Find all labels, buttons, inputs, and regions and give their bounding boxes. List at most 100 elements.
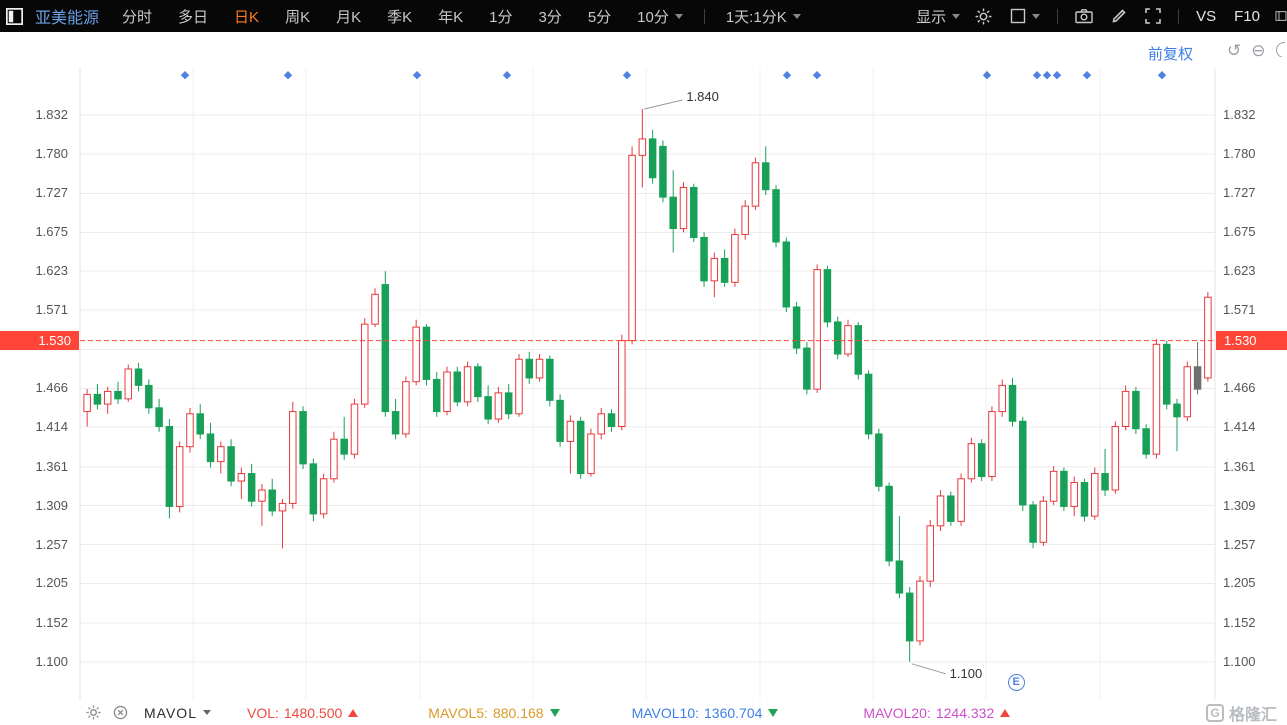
candle bbox=[607, 409, 616, 432]
toolbar-divider bbox=[1178, 8, 1180, 24]
indicator-selector[interactable]: MAVOL bbox=[144, 705, 211, 721]
event-diamond-icon[interactable] bbox=[180, 71, 190, 80]
candle bbox=[93, 383, 102, 410]
tab-yearly-k[interactable]: 年K bbox=[438, 8, 464, 26]
axis-label-right: 1.152 bbox=[1223, 614, 1256, 630]
candle bbox=[844, 319, 852, 358]
clipped-tool-icon[interactable] bbox=[1275, 8, 1287, 24]
candle bbox=[175, 441, 184, 513]
candlestick-chart[interactable]: 1.832 1.780 1.727 1.675 1.623 1.571 1.466 1.414… bbox=[0, 32, 1287, 700]
candle bbox=[402, 376, 410, 438]
candle bbox=[319, 473, 328, 519]
event-diamond-icon[interactable] bbox=[1052, 71, 1062, 80]
candle bbox=[504, 383, 513, 420]
candle bbox=[515, 354, 523, 417]
axis-label-right: 1.414 bbox=[1223, 419, 1256, 435]
indicator-settings-icon[interactable] bbox=[86, 705, 101, 720]
candle bbox=[1008, 377, 1017, 427]
settings-gear-icon[interactable] bbox=[975, 8, 992, 25]
period-tab-strip: 分时 多日 日K 周K 月K 季K 年K 1分 3分 5分 10分 bbox=[109, 6, 696, 27]
display-menu[interactable]: 显示 bbox=[916, 6, 961, 27]
candle bbox=[885, 482, 893, 567]
event-diamond-icon[interactable] bbox=[412, 71, 422, 80]
clipped-circle-icon[interactable] bbox=[1276, 41, 1285, 57]
candle bbox=[628, 146, 636, 345]
candle bbox=[371, 288, 379, 328]
axis-label-left: 1.309 bbox=[35, 497, 68, 513]
event-diamond-icon[interactable] bbox=[1042, 71, 1052, 80]
undo-icon[interactable]: ↺ bbox=[1227, 41, 1242, 60]
candle bbox=[381, 271, 390, 417]
tab-3min[interactable]: 3分 bbox=[538, 8, 562, 26]
current-price-badge-left: 1.530 bbox=[0, 330, 79, 350]
candle bbox=[638, 109, 647, 188]
draw-pencil-icon[interactable] bbox=[1111, 8, 1127, 24]
tab-10min[interactable]: 10分 bbox=[637, 6, 683, 27]
indicator-close-icon[interactable] bbox=[113, 705, 128, 720]
stock-name[interactable]: 亚美能源 bbox=[35, 10, 100, 27]
tab-weekly-k[interactable]: 周K bbox=[285, 8, 311, 26]
camera-icon[interactable] bbox=[1075, 8, 1093, 24]
axis-label-left: 1.832 bbox=[35, 107, 68, 122]
chevron-down-icon bbox=[952, 13, 961, 19]
candle bbox=[1070, 476, 1078, 517]
event-diamond-icon[interactable] bbox=[1082, 71, 1092, 80]
candle bbox=[494, 386, 503, 423]
candle bbox=[340, 416, 348, 461]
candle bbox=[412, 319, 420, 386]
candle bbox=[299, 406, 307, 470]
candle bbox=[597, 407, 605, 440]
candle bbox=[977, 439, 986, 482]
fullscreen-icon[interactable] bbox=[1145, 8, 1161, 24]
axis-label-right: 1.205 bbox=[1223, 575, 1256, 591]
axis-label-right: 1.361 bbox=[1223, 458, 1256, 474]
tab-daily-k[interactable]: 日K bbox=[234, 8, 260, 26]
tab-quarterly-k[interactable]: 季K bbox=[387, 8, 413, 26]
candle bbox=[679, 182, 688, 233]
chart-style-selector[interactable] bbox=[1010, 8, 1041, 24]
candle bbox=[535, 354, 544, 382]
axis-label-right: 1.571 bbox=[1223, 301, 1256, 317]
mavol20-label: MAVOL20: bbox=[863, 704, 931, 721]
event-diamond-icon[interactable] bbox=[812, 71, 822, 80]
candle bbox=[792, 301, 801, 355]
candle bbox=[720, 249, 729, 287]
event-diamond-icon[interactable] bbox=[622, 71, 632, 80]
tab-5min[interactable]: 5分 bbox=[587, 8, 612, 26]
candle bbox=[700, 232, 708, 287]
event-diamond-icon[interactable] bbox=[502, 71, 512, 80]
event-diamond-icon[interactable] bbox=[982, 71, 992, 80]
candle bbox=[124, 364, 133, 402]
app-window-icon[interactable] bbox=[6, 7, 23, 25]
event-diamond-icon[interactable] bbox=[1157, 71, 1167, 80]
axis-label-right: 1.623 bbox=[1223, 263, 1256, 279]
f10-button[interactable]: F10 bbox=[1234, 7, 1260, 25]
candle bbox=[155, 398, 163, 432]
candle bbox=[432, 371, 441, 417]
kline-combo-selector[interactable]: 1天:1分K bbox=[726, 6, 801, 27]
candle bbox=[998, 379, 1006, 417]
gelonghui-logo-icon: G bbox=[1205, 703, 1224, 722]
axis-label-left: 1.727 bbox=[35, 185, 68, 201]
event-diamond-icon[interactable] bbox=[782, 71, 792, 80]
tab-duori[interactable]: 多日 bbox=[178, 8, 209, 26]
candle bbox=[576, 416, 585, 479]
chart-canvas[interactable] bbox=[0, 32, 1287, 700]
vs-button[interactable]: VS bbox=[1196, 7, 1217, 25]
mavol5-label: MAVOL5: bbox=[428, 704, 488, 721]
candle bbox=[227, 439, 235, 487]
event-circle-badge[interactable]: E bbox=[1007, 673, 1025, 691]
adjust-mode-selector[interactable]: 前复权 bbox=[1148, 46, 1194, 63]
candle bbox=[103, 386, 112, 414]
tab-monthly-k[interactable]: 月K bbox=[336, 8, 362, 26]
axis-label-left: 1.100 bbox=[35, 653, 68, 669]
candle bbox=[875, 428, 883, 492]
event-diamond-icon[interactable] bbox=[283, 71, 293, 80]
event-diamond-icon[interactable] bbox=[1032, 71, 1042, 80]
candle bbox=[258, 484, 266, 526]
tab-fenshi[interactable]: 分时 bbox=[122, 8, 153, 26]
tab-1min[interactable]: 1分 bbox=[489, 8, 513, 26]
axis-label-right: 1.675 bbox=[1223, 224, 1256, 240]
zoom-out-icon[interactable]: ⊖ bbox=[1251, 41, 1266, 60]
